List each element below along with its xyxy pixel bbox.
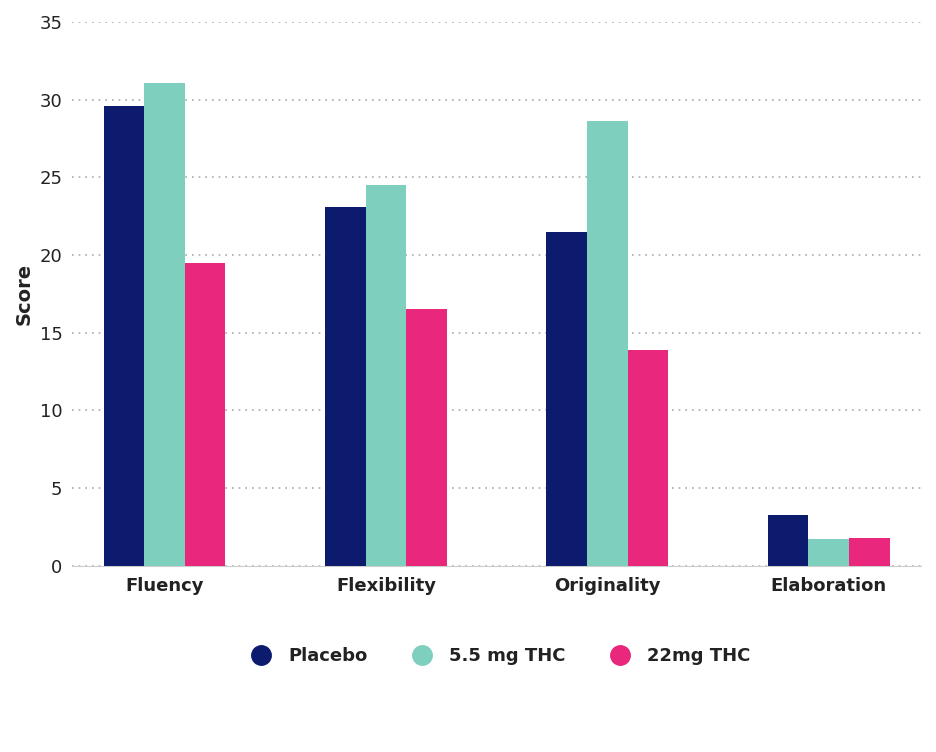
Bar bbox=[366, 185, 406, 566]
Bar bbox=[628, 350, 668, 566]
Bar bbox=[144, 83, 184, 566]
Bar bbox=[184, 263, 226, 566]
Bar bbox=[547, 232, 587, 566]
Legend: Placebo, 5.5 mg THC, 22mg THC: Placebo, 5.5 mg THC, 22mg THC bbox=[236, 640, 757, 672]
Bar bbox=[406, 310, 446, 566]
Bar bbox=[587, 122, 628, 566]
Bar bbox=[768, 514, 809, 566]
Bar bbox=[849, 538, 889, 566]
Y-axis label: Score: Score bbox=[15, 263, 34, 325]
Bar bbox=[104, 106, 144, 566]
Bar bbox=[325, 207, 366, 566]
Bar bbox=[809, 539, 849, 566]
